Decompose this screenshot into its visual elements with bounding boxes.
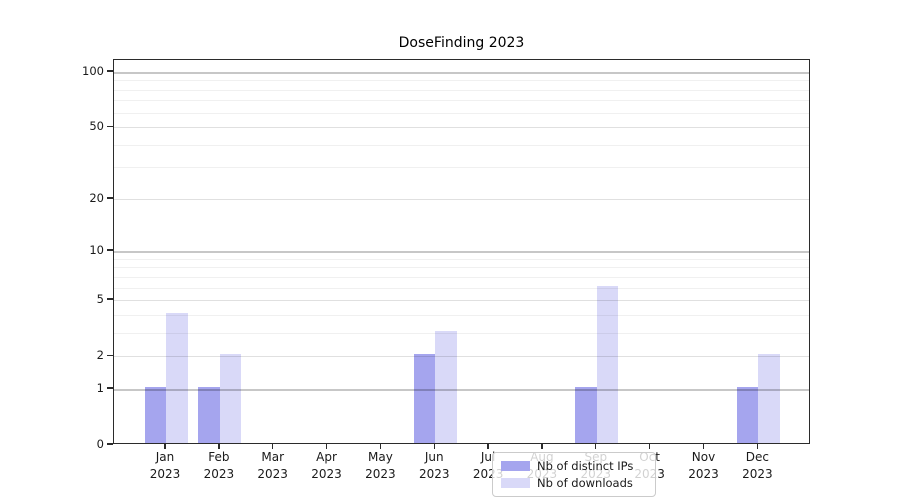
gridline-20 <box>114 198 809 200</box>
gridline-90 <box>114 80 809 82</box>
y-tick-20 <box>107 197 113 199</box>
x-tick-dec <box>756 444 759 449</box>
y-tick-label-2: 2 <box>96 348 104 363</box>
y-tick-100 <box>107 70 113 72</box>
gridline-80 <box>114 89 809 91</box>
legend-swatch-distinct-ips-icon <box>501 461 530 471</box>
y-tick-label-5: 5 <box>96 292 104 307</box>
x-tick-label-nov: Nov 2023 <box>688 450 719 481</box>
gridline-50 <box>114 127 809 129</box>
gridline-70 <box>114 100 809 102</box>
x-tick-label-feb: Feb 2023 <box>203 450 235 481</box>
legend-label-distinct-ips: Nb of distinct IPs <box>537 459 634 473</box>
gridline-5 <box>114 300 809 302</box>
y-tick-0 <box>107 443 113 445</box>
gridline-30 <box>114 167 809 169</box>
y-tick-label-100: 100 <box>82 64 104 78</box>
y-tick-2 <box>107 354 113 356</box>
gridline-9 <box>114 258 809 260</box>
x-tick-jan <box>164 444 166 449</box>
legend-label-downloads: Nb of downloads <box>537 476 633 490</box>
y-tick-label-10: 10 <box>89 243 104 258</box>
y-tick-5 <box>107 298 113 300</box>
legend-swatch-downloads-icon <box>501 478 530 488</box>
x-tick-mar <box>272 444 274 449</box>
bar-feb-downloads <box>219 354 242 443</box>
plot-area: Nb of distinct IPs Nb of downloads <box>113 59 810 497</box>
x-tick-jun <box>433 444 435 449</box>
gridline-100 <box>114 72 809 74</box>
x-tick-aug <box>541 444 543 449</box>
gridline-1 <box>114 388 809 391</box>
x-tick-label-jan: Jan 2023 <box>149 450 181 481</box>
gridline-8 <box>114 267 809 269</box>
bar-jun-downloads <box>435 331 457 443</box>
gridline-40 <box>114 144 809 146</box>
bar-dec-distinct-ips <box>736 387 759 443</box>
x-tick-oct <box>648 444 651 449</box>
y-tick-label-0: 0 <box>96 437 104 451</box>
gridline-10 <box>114 251 809 254</box>
gridline-3 <box>114 332 809 334</box>
bar-sep-distinct-ips <box>575 387 597 443</box>
x-tick-jul <box>487 444 489 449</box>
y-tick-label-1: 1 <box>96 380 104 395</box>
bar-dec-downloads <box>758 354 780 443</box>
gridline-6 <box>114 287 809 289</box>
y-tick-50 <box>107 125 113 127</box>
x-tick-sep <box>595 444 597 449</box>
x-tick-may <box>379 444 382 449</box>
x-tick-apr <box>325 444 328 449</box>
x-tick-label-dec: Dec 2023 <box>742 450 773 481</box>
x-tick-label-apr: Apr 2023 <box>311 450 342 481</box>
gridline-4 <box>114 314 809 316</box>
chart-title: DoseFinding 2023 <box>398 35 525 51</box>
gridline-2 <box>114 356 809 358</box>
bar-jun-distinct-ips <box>413 354 436 443</box>
bar-feb-distinct-ips <box>198 387 220 443</box>
x-tick-label-may: May 2023 <box>365 450 396 481</box>
bar-jan-downloads <box>166 312 188 443</box>
legend-entry-downloads: Nb of downloads <box>501 476 647 490</box>
y-tick-10 <box>107 249 113 251</box>
y-tick-label-50: 50 <box>89 119 104 134</box>
x-tick-label-mar: Mar 2023 <box>257 450 288 481</box>
gridline-7 <box>114 276 809 278</box>
gridline-60 <box>114 112 809 114</box>
bar-jan-distinct-ips <box>144 387 166 443</box>
y-tick-1 <box>107 387 113 389</box>
x-tick-nov <box>702 444 705 449</box>
bar-sep-downloads <box>596 285 619 443</box>
legend: Nb of distinct IPs Nb of downloads <box>492 452 656 497</box>
x-tick-feb <box>218 444 220 449</box>
legend-entry-distinct-ips: Nb of distinct IPs <box>501 459 647 473</box>
x-tick-label-jun: Jun 2023 <box>418 450 450 481</box>
y-tick-label-20: 20 <box>89 190 104 205</box>
